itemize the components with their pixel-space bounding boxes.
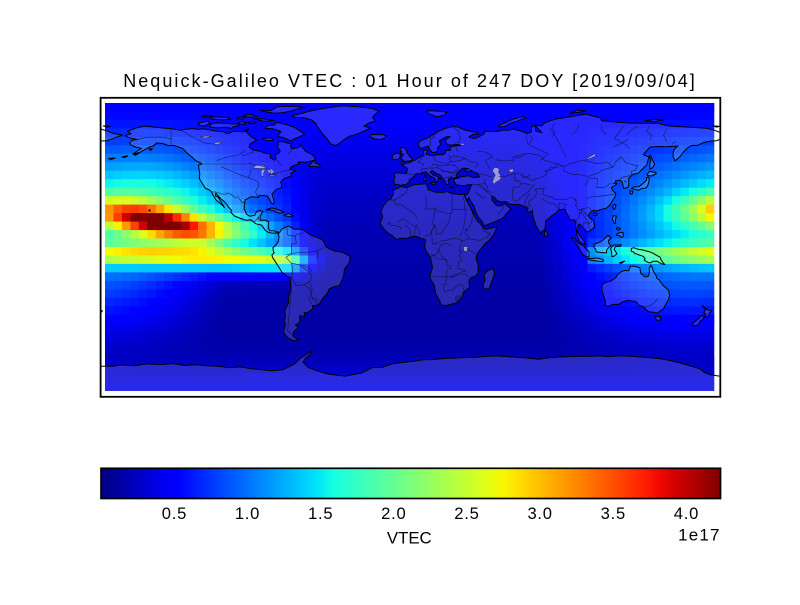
svg-text:3.5: 3.5 — [601, 504, 626, 523]
svg-text:4.0: 4.0 — [674, 504, 699, 523]
svg-text:1e17: 1e17 — [678, 526, 721, 545]
svg-text:2.5: 2.5 — [454, 504, 479, 523]
svg-text:Nequick-Galileo VTEC : 01 Hour: Nequick-Galileo VTEC : 01 Hour of 247 DO… — [123, 71, 697, 91]
svg-text:1.0: 1.0 — [235, 504, 260, 523]
svg-text:3.0: 3.0 — [527, 504, 552, 523]
svg-text:2.0: 2.0 — [381, 504, 406, 523]
svg-text:1.5: 1.5 — [308, 504, 333, 523]
svg-text:VTEC: VTEC — [387, 528, 432, 547]
svg-text:0.5: 0.5 — [162, 504, 187, 523]
